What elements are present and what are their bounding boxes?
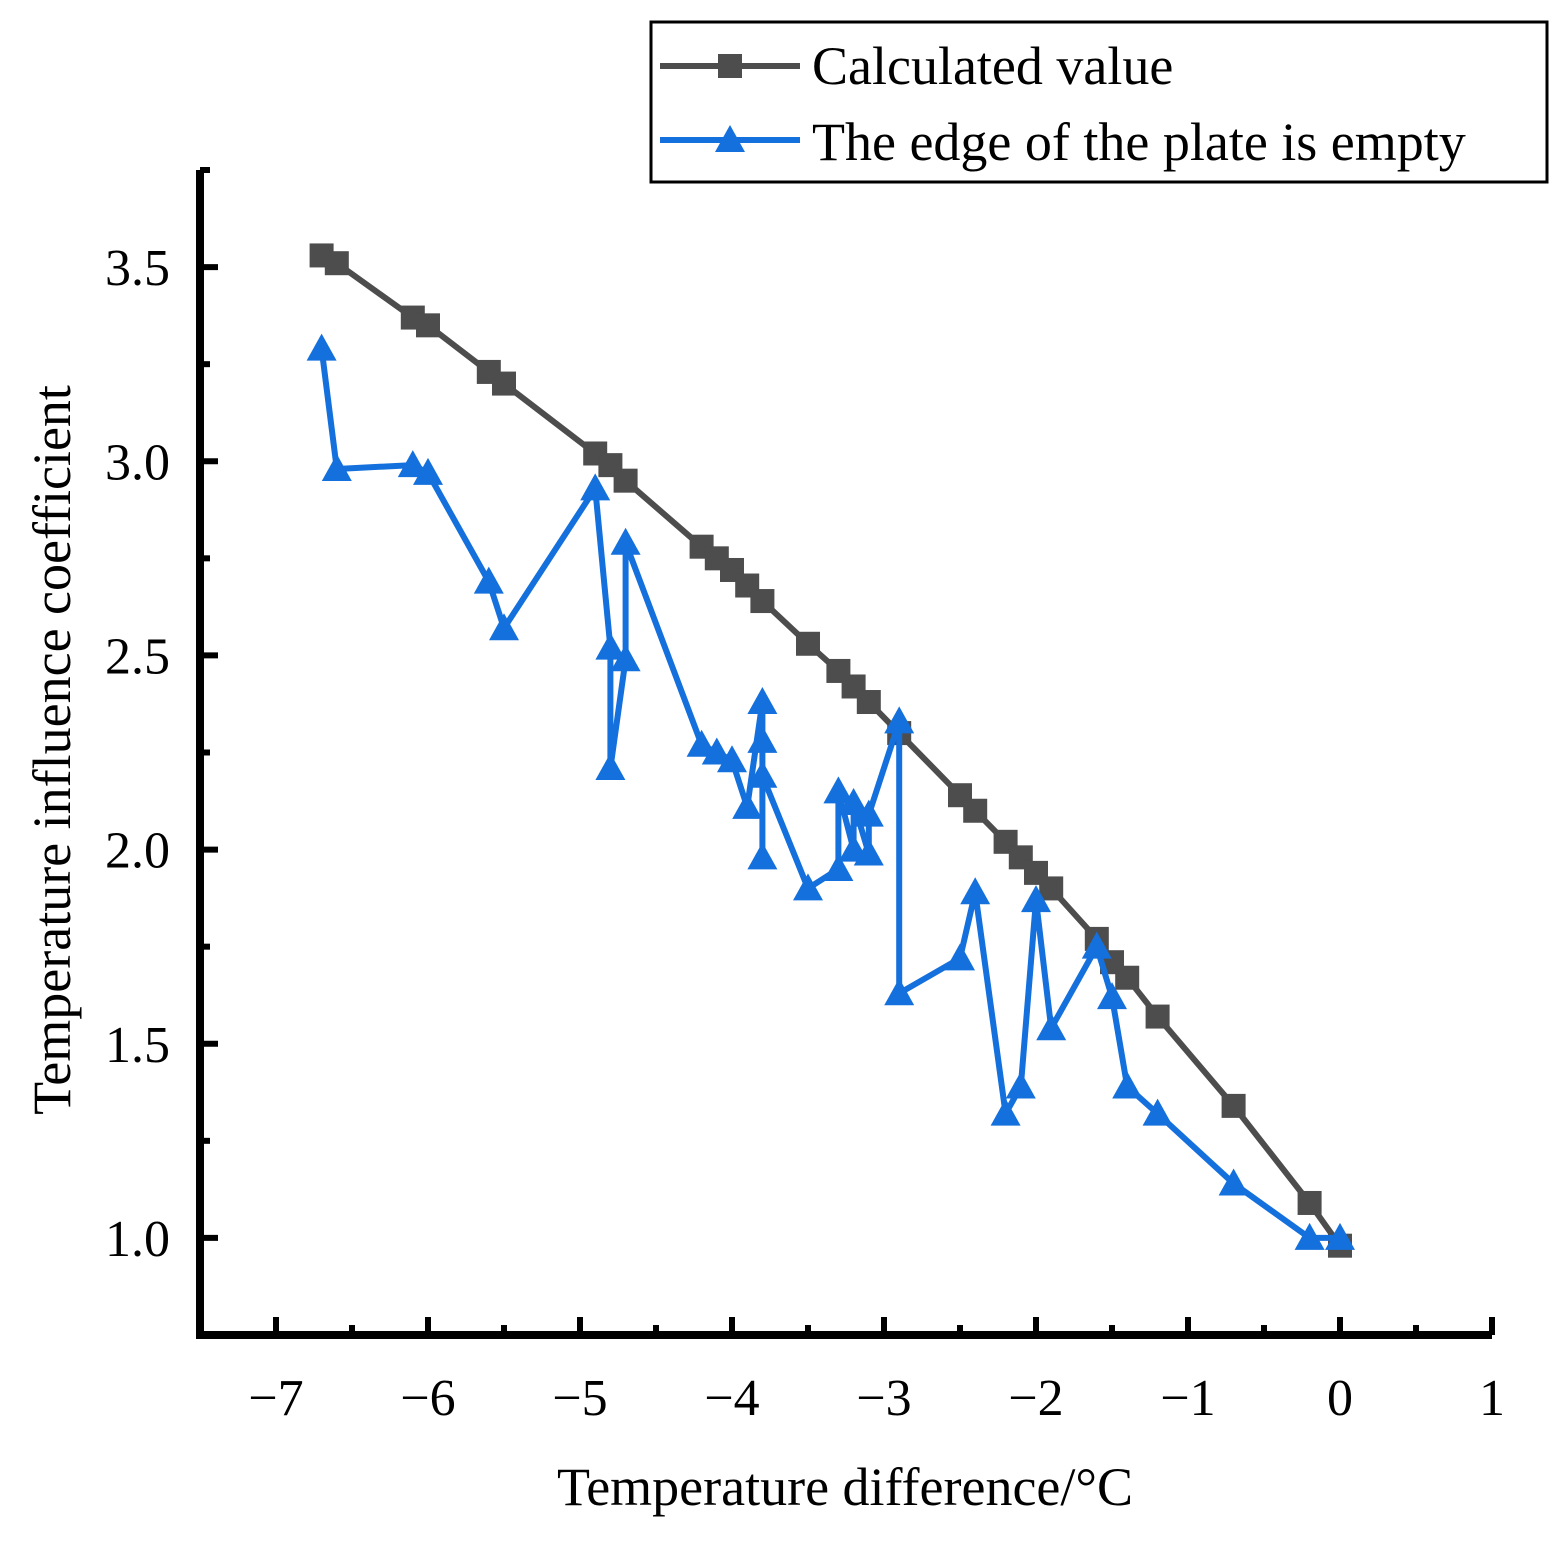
legend-marker — [715, 125, 745, 152]
data-point — [321, 454, 352, 482]
x-tick-label: −2 — [1008, 1370, 1063, 1427]
data-point — [416, 313, 440, 338]
data-point — [686, 729, 717, 757]
data-point — [492, 371, 516, 396]
data-point — [324, 251, 349, 276]
data-point — [963, 798, 988, 823]
data-point — [717, 745, 747, 773]
data-point — [610, 527, 641, 555]
data-point — [413, 457, 443, 485]
data-point — [1036, 1013, 1067, 1041]
data-point — [823, 854, 854, 881]
data-point — [793, 873, 823, 901]
x-tick-label: −5 — [552, 1370, 607, 1427]
x-axis-title: Temperature difference/°C — [557, 1457, 1133, 1517]
data-point — [595, 632, 626, 660]
data-point — [747, 760, 778, 788]
legend-label-calculated: Calculated value — [812, 36, 1173, 96]
x-tick-label: −4 — [704, 1370, 759, 1427]
data-point — [306, 333, 337, 361]
x-tick-label: −3 — [856, 1370, 911, 1427]
legend-box — [649, 20, 1549, 184]
data-point — [1005, 1071, 1036, 1099]
data-point — [1297, 1190, 1322, 1215]
series-0 — [309, 243, 1352, 1258]
data-point — [1097, 982, 1127, 1010]
series-1 — [306, 333, 1355, 1250]
data-point — [1221, 1093, 1246, 1118]
data-point — [595, 753, 626, 781]
data-point — [610, 644, 641, 672]
y-tick-label: 3.5 — [105, 240, 170, 297]
x-tick-label: −6 — [400, 1370, 455, 1427]
series-line — [320, 252, 1343, 1248]
data-point — [1115, 965, 1140, 990]
data-point — [1325, 1222, 1355, 1250]
data-point — [397, 450, 428, 478]
data-point — [823, 776, 854, 804]
data-point — [853, 799, 884, 827]
data-point — [796, 631, 820, 656]
data-point — [613, 468, 638, 493]
data-point — [747, 725, 778, 753]
data-point — [1081, 931, 1112, 959]
data-point — [747, 842, 778, 870]
data-point — [1039, 876, 1064, 901]
y-axis-title: Temperature influence coefficient — [22, 385, 82, 1115]
data-point — [1142, 1098, 1173, 1126]
data-point — [1294, 1222, 1325, 1250]
x-tick-label: 1 — [1479, 1370, 1505, 1427]
data-point — [960, 877, 991, 905]
series-layer — [306, 243, 1355, 1258]
y-tick-label: 1.0 — [105, 1211, 170, 1268]
data-point — [747, 687, 778, 715]
data-point — [750, 589, 775, 614]
data-point — [489, 613, 519, 641]
data-point — [701, 737, 732, 765]
legend: Calculated value The edge of the plate i… — [649, 20, 1549, 184]
data-point — [856, 690, 881, 715]
data-point — [1112, 1071, 1143, 1099]
data-point — [990, 1098, 1021, 1126]
axes: −7 −6 −5 −4 −3 −2 −1 0 1 1.0 1.5 2.0 2.5 3.0 3.5 — [105, 167, 1505, 1427]
data-point — [884, 978, 915, 1006]
x-tick-label: −1 — [1160, 1370, 1215, 1427]
y-tick-label: 2.5 — [105, 628, 170, 685]
data-point — [732, 791, 763, 819]
data-point — [1145, 1004, 1170, 1029]
y-tick-label: 3.0 — [105, 434, 170, 491]
legend-label-plate-edge: The edge of the plate is empty — [812, 112, 1466, 172]
data-point — [580, 473, 611, 501]
legend-marker — [718, 54, 742, 78]
data-point — [1218, 1168, 1249, 1196]
data-point — [1021, 885, 1051, 913]
x-tick-label: −7 — [248, 1370, 303, 1427]
y-tick-label: 1.5 — [105, 1017, 170, 1074]
y-tick-label: 2.0 — [105, 823, 170, 880]
data-point — [884, 706, 915, 734]
data-point — [945, 943, 975, 971]
data-point — [838, 787, 869, 815]
x-tick-label: 0 — [1327, 1370, 1353, 1427]
data-point — [473, 566, 504, 594]
data-point — [853, 838, 884, 866]
